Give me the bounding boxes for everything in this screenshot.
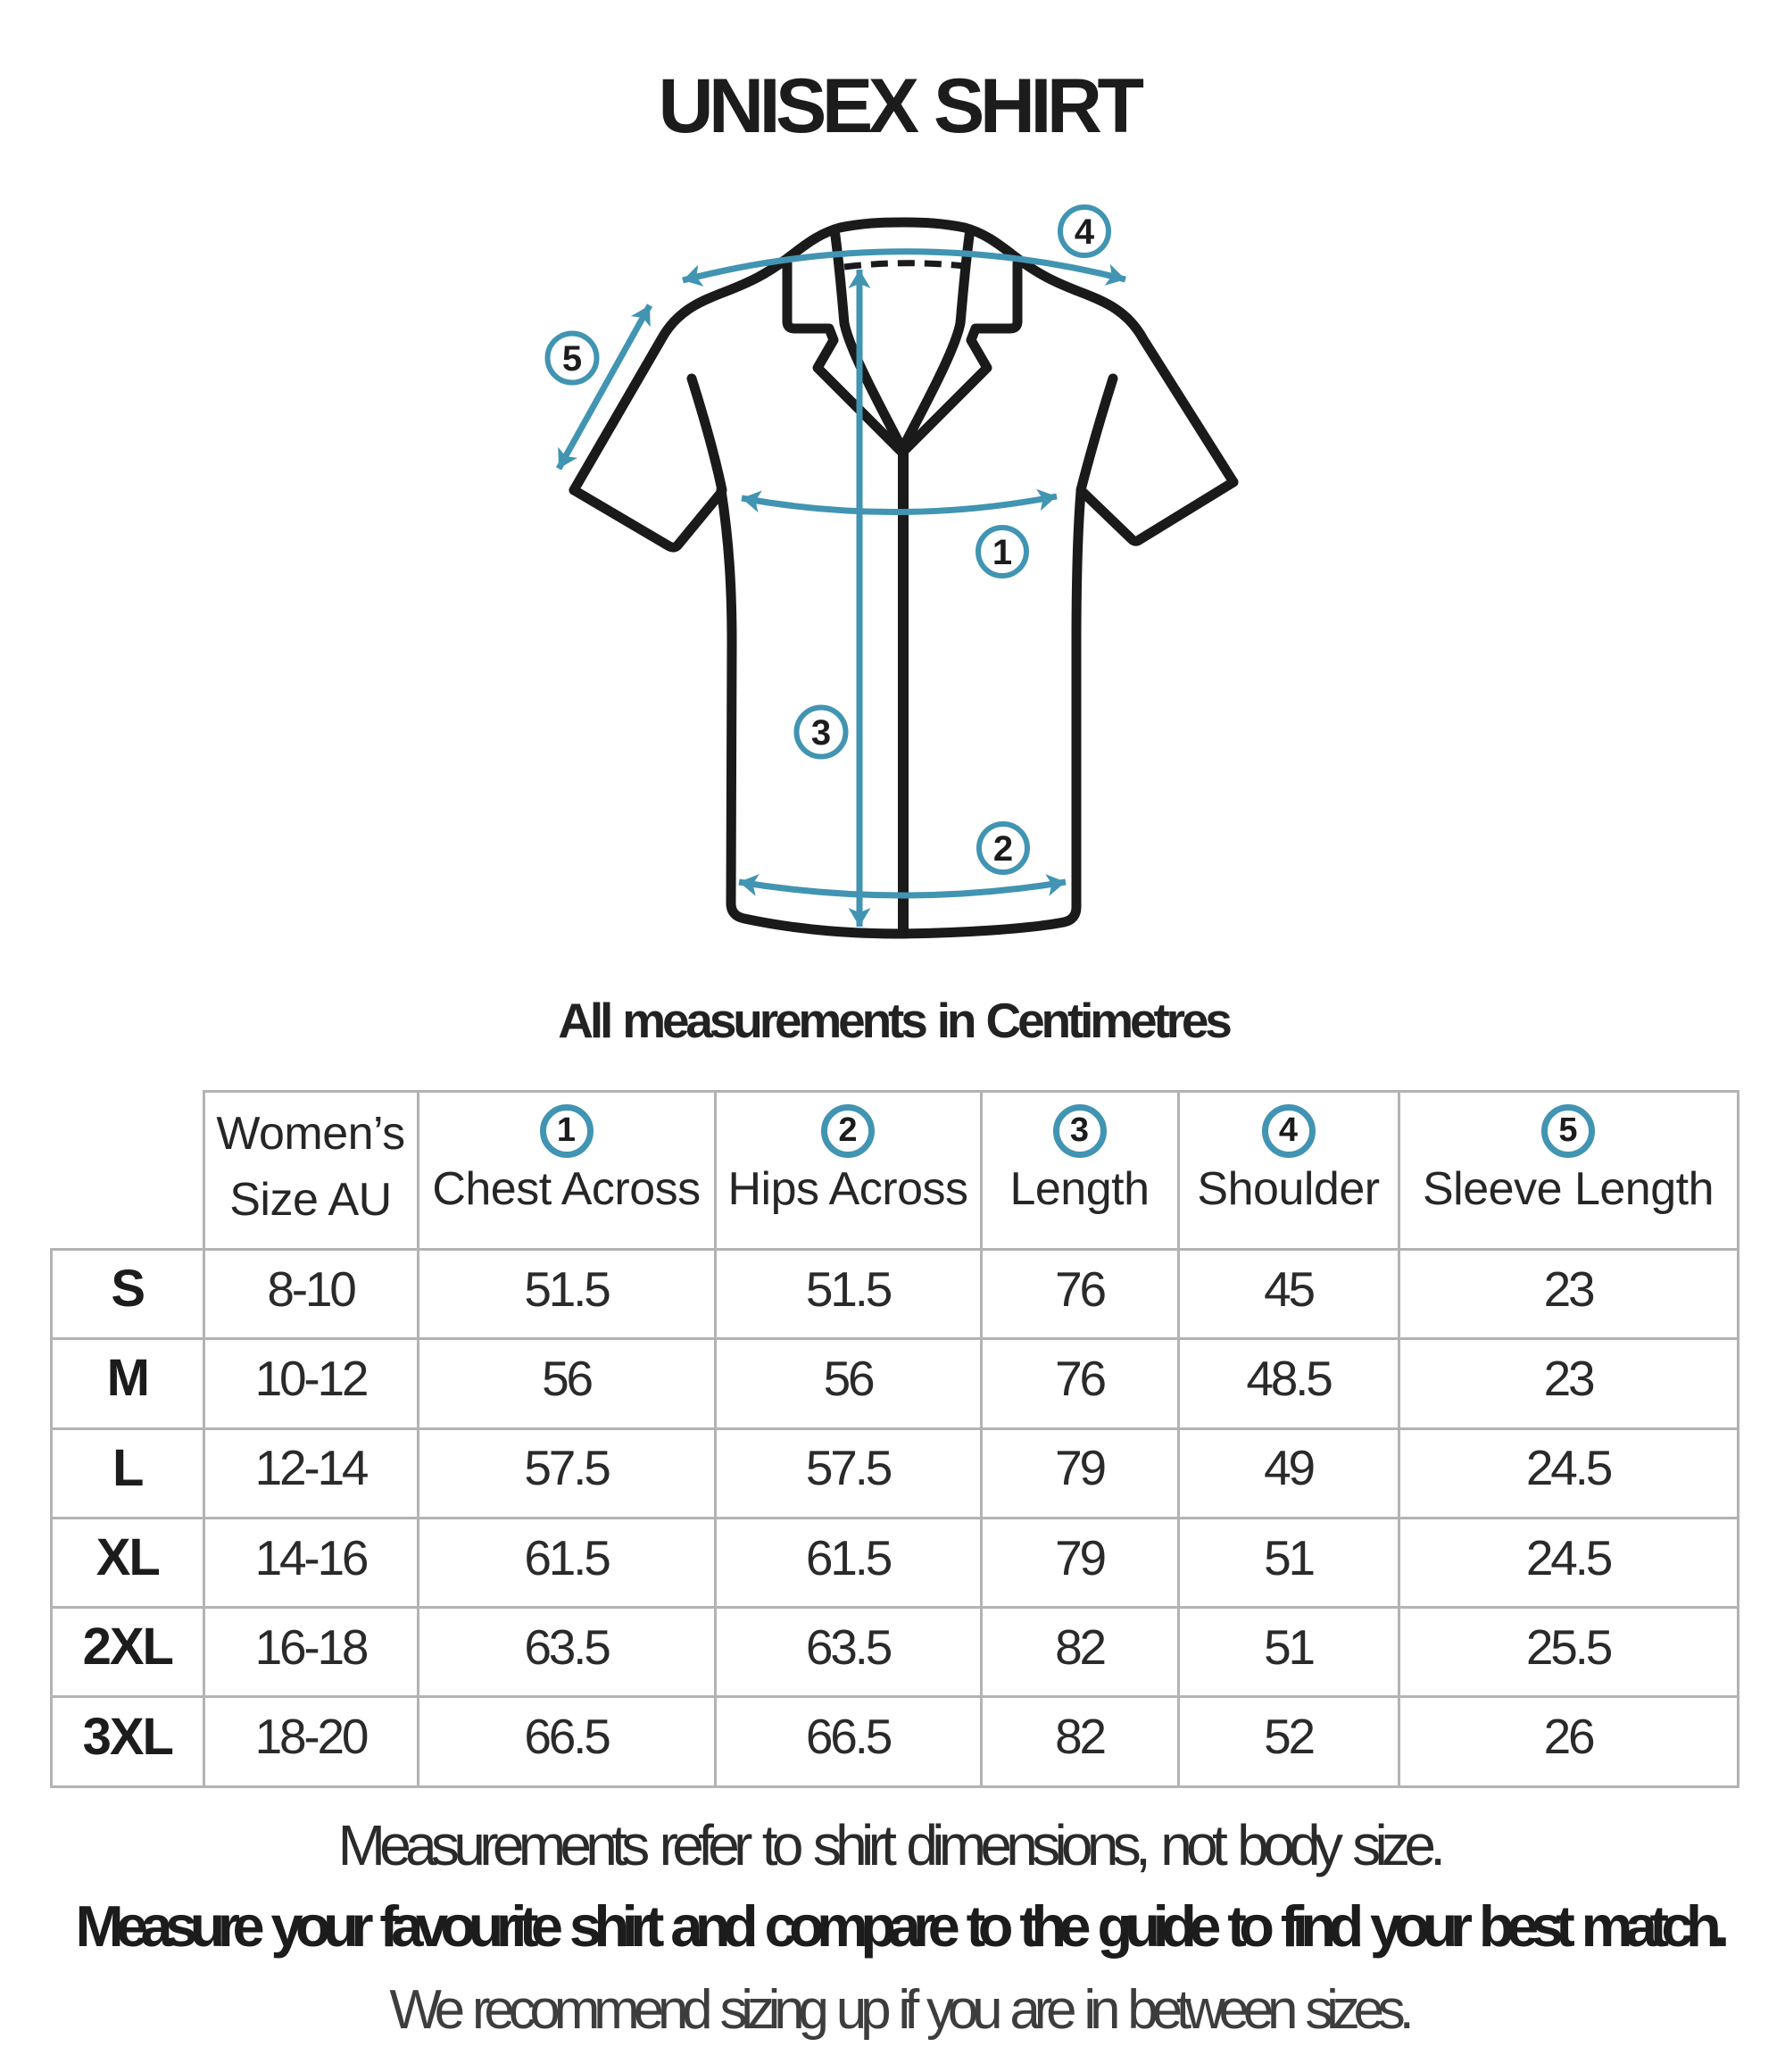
svg-text:1: 1: [992, 533, 1012, 572]
svg-text:5: 5: [562, 339, 582, 379]
svg-text:4: 4: [1075, 212, 1095, 252]
svg-text:2: 2: [993, 829, 1013, 869]
svg-text:3: 3: [811, 713, 831, 753]
